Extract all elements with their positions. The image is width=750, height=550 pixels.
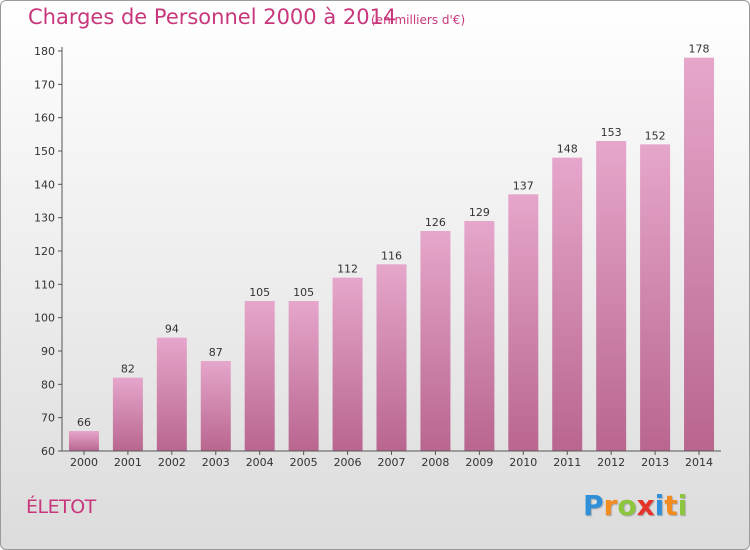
bar-value-label: 66: [77, 416, 91, 429]
y-tick-label: 70: [41, 412, 55, 425]
bar-value-label: 82: [121, 363, 135, 376]
bar: [200, 361, 231, 451]
bar: [420, 231, 451, 451]
x-tick-label: 2004: [246, 456, 274, 469]
x-tick-label: 2001: [114, 456, 142, 469]
x-tick-label: 2000: [70, 456, 98, 469]
value-labels: 66 82 94 87 105 105 112 116 126 129 137 148 153 152 17…: [77, 43, 710, 429]
bar: [156, 337, 187, 451]
bar: [244, 301, 275, 451]
bar-value-label: 152: [645, 129, 666, 142]
bar: [464, 221, 495, 451]
bar: [684, 57, 715, 452]
x-tick-label: 2012: [597, 456, 625, 469]
logo-letter: o: [617, 489, 637, 522]
bar: [332, 277, 363, 451]
x-tick-label: 2003: [202, 456, 230, 469]
bar-value-label: 126: [425, 216, 446, 229]
y-tick-label: 120: [34, 245, 55, 258]
logo-letter: t: [664, 489, 678, 522]
y-tick-label: 170: [34, 78, 55, 91]
bar-value-label: 112: [337, 263, 358, 276]
bar-value-label: 129: [469, 206, 490, 219]
bar: [112, 377, 143, 451]
bar-value-label: 178: [689, 43, 710, 56]
x-tick-label: 2010: [509, 456, 537, 469]
x-tick-label: 2002: [158, 456, 186, 469]
y-tick-label: 160: [34, 112, 55, 125]
x-tick-label: 2013: [641, 456, 669, 469]
y-tick-label: 110: [34, 278, 55, 291]
x-tick-label: 2008: [421, 456, 449, 469]
bar: [376, 264, 407, 451]
bar: [640, 144, 671, 452]
x-tick-label: 2011: [553, 456, 581, 469]
y-tick-label: 180: [34, 45, 55, 58]
logo-letter: r: [603, 489, 618, 522]
axes: 60 70 80 90 100 110 120 130 140 150 160 170 180 2000 2…: [34, 45, 721, 469]
y-tick-label: 130: [34, 212, 55, 225]
bar: [596, 141, 627, 451]
y-tick-label: 60: [41, 445, 55, 458]
chart-subtitle: (en milliers d'€): [371, 13, 466, 27]
x-tick-label: 2006: [334, 456, 362, 469]
bar-value-label: 153: [601, 126, 622, 139]
bar-value-label: 105: [293, 286, 314, 299]
x-tick-label: 2009: [465, 456, 493, 469]
y-tick-label: 90: [41, 345, 55, 358]
y-tick-label: 100: [34, 312, 55, 325]
logo-letter: i: [654, 489, 665, 522]
x-tick-label: 2007: [378, 456, 406, 469]
proxiti-logo[interactable]: Proxiti: [583, 489, 687, 522]
bar: [68, 431, 99, 451]
logo-letter: i: [677, 489, 688, 522]
bars: [68, 57, 715, 452]
y-tick-label: 140: [34, 178, 55, 191]
chart-title: Charges de Personnel 2000 à 2014: [28, 5, 397, 29]
bar-value-label: 94: [165, 323, 179, 336]
logo-letter: P: [583, 489, 604, 522]
bar-value-label: 105: [249, 286, 270, 299]
bar-value-label: 116: [381, 249, 402, 262]
bar-value-label: 148: [557, 143, 578, 156]
commune-name: ÉLETOT: [26, 496, 96, 518]
bar: [288, 301, 319, 451]
bar: [508, 194, 539, 452]
bar-value-label: 87: [209, 346, 223, 359]
y-tick-label: 80: [41, 378, 55, 391]
x-tick-label: 2005: [290, 456, 318, 469]
logo-letter: x: [636, 489, 655, 522]
y-tick-label: 150: [34, 145, 55, 158]
bar-value-label: 137: [513, 179, 534, 192]
x-tick-label: 2014: [685, 456, 713, 469]
bar: [552, 157, 583, 451]
